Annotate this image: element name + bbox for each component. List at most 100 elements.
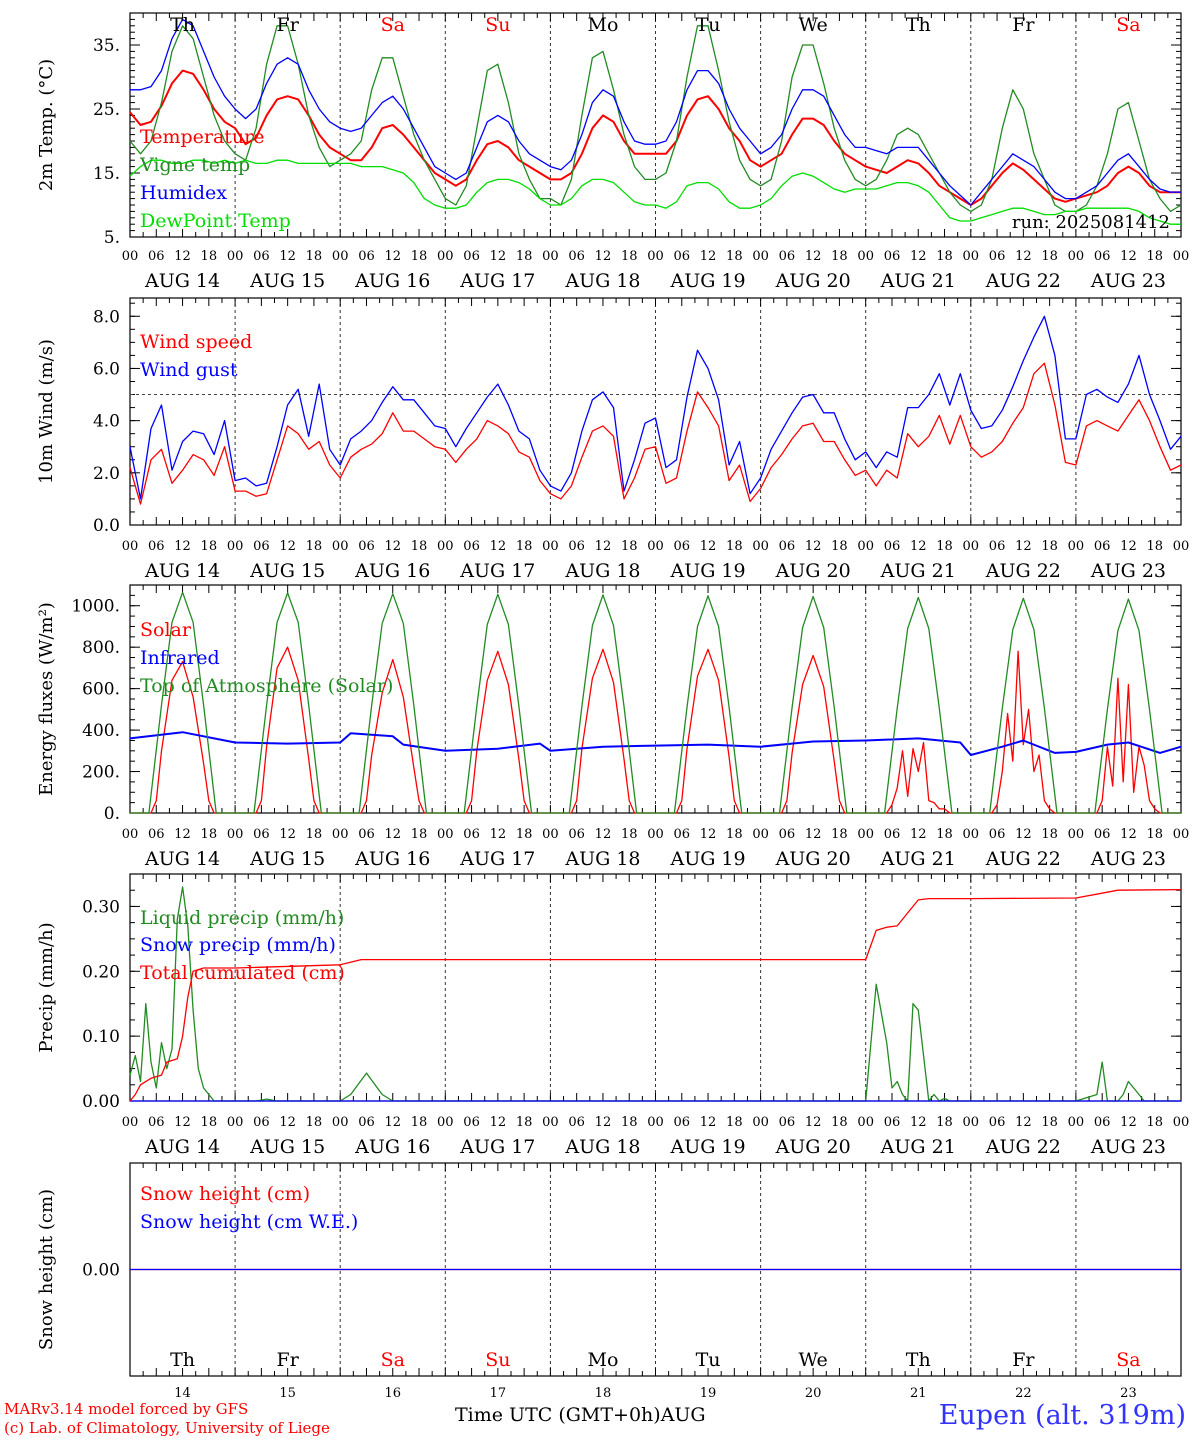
hour-label: 12 (1015, 827, 1032, 842)
day-number-label: 21 (910, 1386, 927, 1400)
hour-label: 12 (700, 827, 717, 842)
hour-label: 12 (279, 249, 296, 264)
hour-label: 12 (1120, 249, 1137, 264)
date-label: AUG 22 (985, 560, 1061, 582)
hour-label: 06 (1094, 827, 1111, 842)
hour-label: 18 (306, 539, 323, 554)
legend-entry: Temperature (140, 126, 264, 148)
hour-label: 00 (647, 1115, 664, 1130)
hour-label: 06 (358, 539, 375, 554)
hour-label: 00 (1068, 1115, 1085, 1130)
hour-label: 06 (884, 539, 901, 554)
legend-entry: Humidex (140, 182, 227, 204)
date-label: AUG 17 (459, 270, 535, 292)
hour-label: 18 (936, 1115, 953, 1130)
series-line-solar (130, 646, 1181, 814)
date-label: AUG 14 (144, 848, 220, 870)
hour-label: 18 (1041, 539, 1058, 554)
weekday-label: Th (170, 14, 195, 36)
weekday-label: Tu (696, 14, 721, 36)
hour-label: 18 (411, 249, 428, 264)
legend-entry: Vigne temp (139, 154, 250, 176)
hour-label: 06 (989, 249, 1006, 264)
y-tick-label: 800. (82, 638, 120, 658)
hour-label: 00 (437, 539, 454, 554)
hour-label: 06 (989, 1115, 1006, 1130)
hour-label: 12 (1015, 539, 1032, 554)
date-label: AUG 20 (775, 560, 851, 582)
hour-label: 18 (411, 1115, 428, 1130)
hour-label: 06 (989, 827, 1006, 842)
hour-label: 12 (279, 827, 296, 842)
hour-label: 06 (568, 249, 585, 264)
y-tick-label: 1000. (71, 597, 120, 617)
date-label: AUG 14 (144, 270, 220, 292)
weekday-label: Th (906, 1349, 931, 1371)
hour-label: 00 (227, 249, 244, 264)
hour-label: 12 (700, 249, 717, 264)
hour-label: 00 (647, 827, 664, 842)
y-axis-label: Energy fluxes (W/m²) (36, 602, 57, 796)
hour-label: 06 (148, 827, 165, 842)
legend-entry: Wind speed (140, 331, 252, 353)
y-tick-label: 600. (82, 680, 120, 700)
hour-label: 18 (516, 249, 533, 264)
hour-label: 12 (595, 539, 612, 554)
hour-label: 18 (1146, 539, 1163, 554)
hour-label: 06 (253, 1115, 270, 1130)
weekday-label: Fr (1012, 14, 1035, 36)
hour-label: 12 (1120, 827, 1137, 842)
hour-label: 06 (358, 249, 375, 264)
legend-entry: Infrared (140, 647, 220, 669)
legend-entry: Snow height (cm W.E.) (140, 1211, 358, 1233)
series-line-wind-gust (129, 315, 1182, 500)
hour-label: 12 (595, 827, 612, 842)
hour-label: 18 (621, 539, 638, 554)
date-label: AUG 14 (144, 1136, 220, 1158)
hour-label: 06 (568, 539, 585, 554)
hour-label: 00 (1068, 827, 1085, 842)
y-tick-label: 35. (93, 36, 120, 56)
hour-label: 06 (674, 827, 691, 842)
hour-label: 00 (227, 1115, 244, 1130)
date-label: AUG 20 (775, 1136, 851, 1158)
day-number-label: 15 (279, 1386, 296, 1400)
y-tick-label: 2.0 (93, 464, 120, 484)
hour-label: 18 (1041, 249, 1058, 264)
hour-label: 00 (963, 249, 980, 264)
hour-label: 12 (910, 539, 927, 554)
hour-label: 18 (831, 1115, 848, 1130)
date-label: AUG 15 (249, 560, 325, 582)
hour-label: 18 (306, 827, 323, 842)
series-line-temperature (129, 69, 1181, 206)
meteogram-chart: 5. 15. 25. 35. 2m Temp. (°C) Temperature Vigne… (36, 12, 1190, 1400)
legend-entry: Top of Atmosphere (Solar) (140, 675, 393, 697)
hour-label: 12 (805, 539, 822, 554)
day-number-label: 20 (805, 1386, 822, 1400)
footer-credits: MARv3.14 model forced by GFS (c) Lab. of… (4, 1400, 330, 1438)
date-label: AUG 15 (249, 1136, 325, 1158)
hour-label: 00 (857, 249, 874, 264)
hour-label: 00 (963, 827, 980, 842)
hour-label: 18 (411, 539, 428, 554)
hour-label: 12 (1015, 249, 1032, 264)
hour-label: 18 (726, 539, 743, 554)
hour-label: 18 (516, 827, 533, 842)
hour-label: 00 (1068, 539, 1085, 554)
hour-label: 12 (279, 539, 296, 554)
hour-label: 06 (358, 1115, 375, 1130)
hour-label: 00 (963, 1115, 980, 1130)
hour-label: 12 (279, 1115, 296, 1130)
hour-label: 12 (384, 249, 401, 264)
date-label: AUG 19 (669, 560, 745, 582)
hour-label: 12 (805, 1115, 822, 1130)
date-label: AUG 15 (249, 270, 325, 292)
hour-label: 00 (857, 539, 874, 554)
date-label: AUG 16 (354, 560, 430, 582)
hour-label: 00 (122, 827, 139, 842)
hour-label: 12 (700, 539, 717, 554)
date-label: AUG 18 (564, 270, 640, 292)
hour-label: 00 (1173, 1115, 1190, 1130)
y-tick-label: 25. (93, 100, 120, 120)
hour-label: 00 (1173, 827, 1190, 842)
